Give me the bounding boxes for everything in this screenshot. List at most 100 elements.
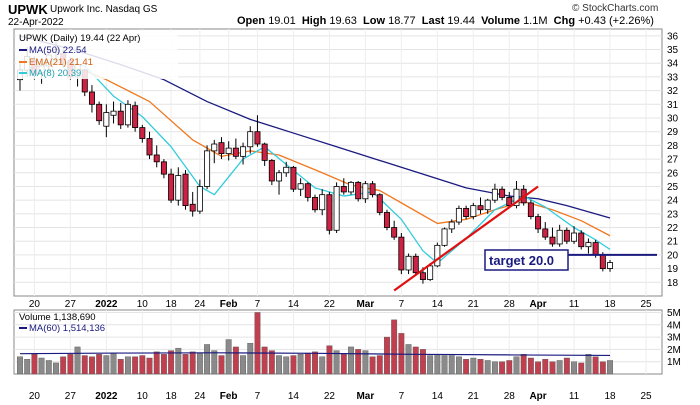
- legend-ma8: MA(8) 20.39: [29, 68, 81, 79]
- chg-label: Chg: [553, 15, 576, 27]
- candle-body: [383, 212, 390, 228]
- candle-body: [240, 146, 247, 157]
- volume-bar: [319, 356, 326, 375]
- volume-bar: [513, 356, 520, 375]
- candle-body: [333, 186, 340, 231]
- volume-bar: [362, 350, 369, 375]
- volume-bar: [139, 355, 146, 375]
- volume-bar: [175, 347, 182, 375]
- candle-body: [232, 147, 239, 157]
- candle-body: [556, 229, 563, 245]
- price-tick-label: 27: [667, 155, 679, 166]
- candle-body: [513, 188, 520, 207]
- candle-body: [312, 197, 319, 211]
- date-tick-label: 2022: [95, 391, 118, 402]
- candle-body: [455, 207, 462, 223]
- volume-bar: [189, 351, 196, 375]
- volume-bar: [240, 355, 246, 375]
- candle-body: [117, 110, 124, 126]
- candle-body: [139, 127, 146, 139]
- candle-body: [211, 143, 218, 152]
- company-name: Upwork Inc. Nasdaq GS: [50, 4, 158, 15]
- low-value: 18.77: [388, 15, 416, 27]
- date-tick-label: 14: [432, 299, 444, 310]
- volume-bar: [563, 357, 570, 375]
- volume-bar: [247, 343, 254, 375]
- candle-body: [535, 216, 542, 230]
- volume-bar: [441, 355, 448, 375]
- volume-bar: [549, 361, 556, 375]
- volume-bar: [168, 350, 175, 375]
- volume-bar: [348, 346, 354, 375]
- candle-body: [319, 194, 326, 211]
- date-tick-label: Apr: [529, 391, 546, 402]
- volume-bar: [499, 361, 506, 375]
- price-tick-label: 26: [667, 168, 679, 179]
- date-tick-label: 18: [166, 391, 178, 402]
- volume-bar: [153, 351, 160, 375]
- date-tick-label: 2022: [95, 299, 118, 310]
- target-label: target 20.0: [489, 253, 554, 268]
- price-tick-label: 21: [667, 237, 679, 248]
- volume-bar: [355, 349, 362, 375]
- date-tick-label: Mar: [356, 299, 374, 310]
- candle-body: [225, 147, 232, 155]
- candle-body: [276, 172, 283, 182]
- volume-bar: [427, 355, 434, 375]
- volume-tick-label: 4M: [667, 320, 681, 331]
- date-tick-label: 10: [137, 391, 149, 402]
- volume-bar: [160, 354, 167, 375]
- volume-bar: [535, 361, 542, 375]
- date-tick-label: Mar: [356, 391, 374, 402]
- candle-body: [340, 186, 347, 193]
- date-tick-label: Feb: [220, 299, 238, 310]
- candle-body: [376, 194, 383, 213]
- volume-bar: [17, 356, 23, 375]
- volume-bar: [254, 312, 261, 375]
- volume-bar: [103, 355, 110, 375]
- target-callout: target 20.0: [484, 249, 569, 271]
- volume-bar: [96, 354, 103, 375]
- volume-bar: [24, 359, 31, 375]
- volume-bar: [53, 362, 59, 375]
- candle-body: [563, 229, 570, 242]
- volume-tick-label: 3M: [667, 333, 681, 344]
- candle-body: [175, 175, 182, 201]
- price-tick-label: 31: [667, 100, 679, 111]
- volume-bar: [384, 336, 390, 375]
- volume-bar: [117, 359, 124, 375]
- volume-bar: [211, 350, 218, 375]
- volume-bar: [110, 352, 117, 375]
- candle-body: [477, 205, 484, 211]
- date-tick-label: 28: [504, 299, 516, 310]
- volume-bar: [74, 346, 81, 375]
- date-tick-label: 7: [399, 299, 405, 310]
- volume-bar: [527, 357, 534, 375]
- candle-body: [268, 160, 275, 182]
- stockcharts-credit[interactable]: © StockCharts.com: [572, 3, 659, 14]
- candle-body: [261, 143, 268, 161]
- volume-bar: [376, 355, 383, 375]
- volume-bar: [204, 344, 211, 375]
- volume-bar: [60, 356, 67, 375]
- volume-bar: [420, 349, 426, 375]
- date-tick-label: 21: [468, 391, 480, 402]
- date-tick-label: 22: [324, 299, 336, 310]
- volume-bar: [470, 357, 477, 375]
- candle-body: [405, 255, 412, 271]
- price-tick-label: 28: [667, 141, 679, 152]
- volume-bar: [218, 355, 225, 375]
- last-label: Last: [421, 15, 445, 27]
- candle-body: [427, 265, 434, 280]
- candle-body: [297, 183, 304, 190]
- volume-bar: [340, 354, 347, 375]
- date-tick-label: 24: [194, 391, 206, 402]
- volume-bar: [405, 344, 412, 375]
- volume-bar: [448, 355, 455, 375]
- volume-legend: Volume 1,138,690 MA(60) 1,514,136: [19, 312, 105, 334]
- price-tick-label: 20: [667, 250, 679, 261]
- candle-body: [355, 181, 362, 200]
- price-tick-label: 18: [667, 278, 679, 289]
- date-tick-label: 7: [399, 391, 405, 402]
- date-tick-label: 18: [166, 299, 178, 310]
